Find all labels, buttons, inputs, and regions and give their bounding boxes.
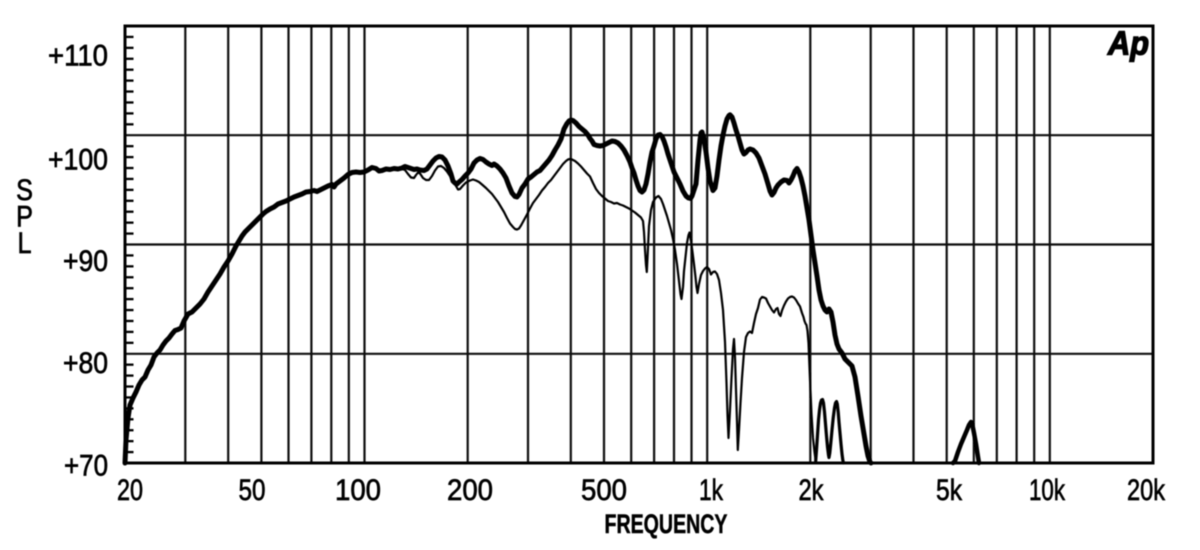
svg-text:10k: 10k <box>1029 474 1066 507</box>
svg-text:2k: 2k <box>799 474 825 507</box>
svg-text:+110: +110 <box>48 40 108 73</box>
svg-text:20k: 20k <box>1127 474 1166 507</box>
svg-text:20: 20 <box>117 474 143 507</box>
svg-text:P: P <box>16 199 33 233</box>
svg-text:+80: +80 <box>63 347 108 380</box>
svg-text:+90: +90 <box>63 245 108 278</box>
svg-text:+100: +100 <box>48 144 108 177</box>
svg-text:500: 500 <box>581 474 627 507</box>
svg-text:+70: +70 <box>64 450 108 483</box>
svg-text:5k: 5k <box>936 474 963 507</box>
svg-text:Ap: Ap <box>1107 25 1149 62</box>
svg-text:L: L <box>17 226 31 260</box>
svg-text:S: S <box>16 173 33 207</box>
svg-text:1k: 1k <box>699 474 724 507</box>
svg-text:50: 50 <box>239 474 266 507</box>
svg-text:200: 200 <box>447 474 493 507</box>
svg-text:FREQUENCY: FREQUENCY <box>605 509 728 539</box>
svg-text:100: 100 <box>335 474 381 507</box>
